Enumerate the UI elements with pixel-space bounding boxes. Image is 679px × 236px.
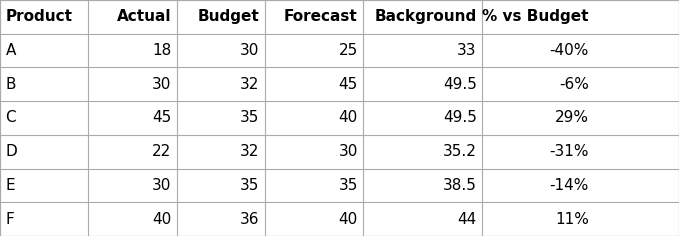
- Text: 32: 32: [240, 144, 259, 159]
- Text: -14%: -14%: [549, 178, 589, 193]
- Text: 33: 33: [457, 43, 477, 58]
- Text: 38.5: 38.5: [443, 178, 477, 193]
- Text: 49.5: 49.5: [443, 77, 477, 92]
- Text: 29%: 29%: [555, 110, 589, 126]
- Text: 30: 30: [338, 144, 358, 159]
- Text: Product: Product: [5, 9, 73, 24]
- Text: 36: 36: [240, 212, 259, 227]
- Text: 44: 44: [458, 212, 477, 227]
- Text: 35: 35: [240, 178, 259, 193]
- Text: F: F: [5, 212, 14, 227]
- Text: D: D: [5, 144, 17, 159]
- Text: Actual: Actual: [117, 9, 171, 24]
- Text: 32: 32: [240, 77, 259, 92]
- Text: -40%: -40%: [549, 43, 589, 58]
- Text: 22: 22: [152, 144, 171, 159]
- Text: C: C: [5, 110, 16, 126]
- Text: 45: 45: [339, 77, 358, 92]
- Text: 30: 30: [151, 178, 171, 193]
- Text: 18: 18: [152, 43, 171, 58]
- Text: Forecast: Forecast: [284, 9, 358, 24]
- Text: Budget: Budget: [198, 9, 259, 24]
- Text: 11%: 11%: [555, 212, 589, 227]
- Text: E: E: [5, 178, 15, 193]
- Text: Background: Background: [374, 9, 477, 24]
- Text: 45: 45: [152, 110, 171, 126]
- Text: 25: 25: [339, 43, 358, 58]
- Text: B: B: [5, 77, 16, 92]
- Text: 30: 30: [240, 43, 259, 58]
- Text: 40: 40: [339, 212, 358, 227]
- Text: -31%: -31%: [549, 144, 589, 159]
- Text: 49.5: 49.5: [443, 110, 477, 126]
- Text: A: A: [5, 43, 16, 58]
- Text: 40: 40: [339, 110, 358, 126]
- Text: 35: 35: [338, 178, 358, 193]
- Text: 30: 30: [151, 77, 171, 92]
- Text: 40: 40: [152, 212, 171, 227]
- Text: % vs Budget: % vs Budget: [482, 9, 589, 24]
- Text: 35.2: 35.2: [443, 144, 477, 159]
- Text: -6%: -6%: [559, 77, 589, 92]
- Text: 35: 35: [240, 110, 259, 126]
